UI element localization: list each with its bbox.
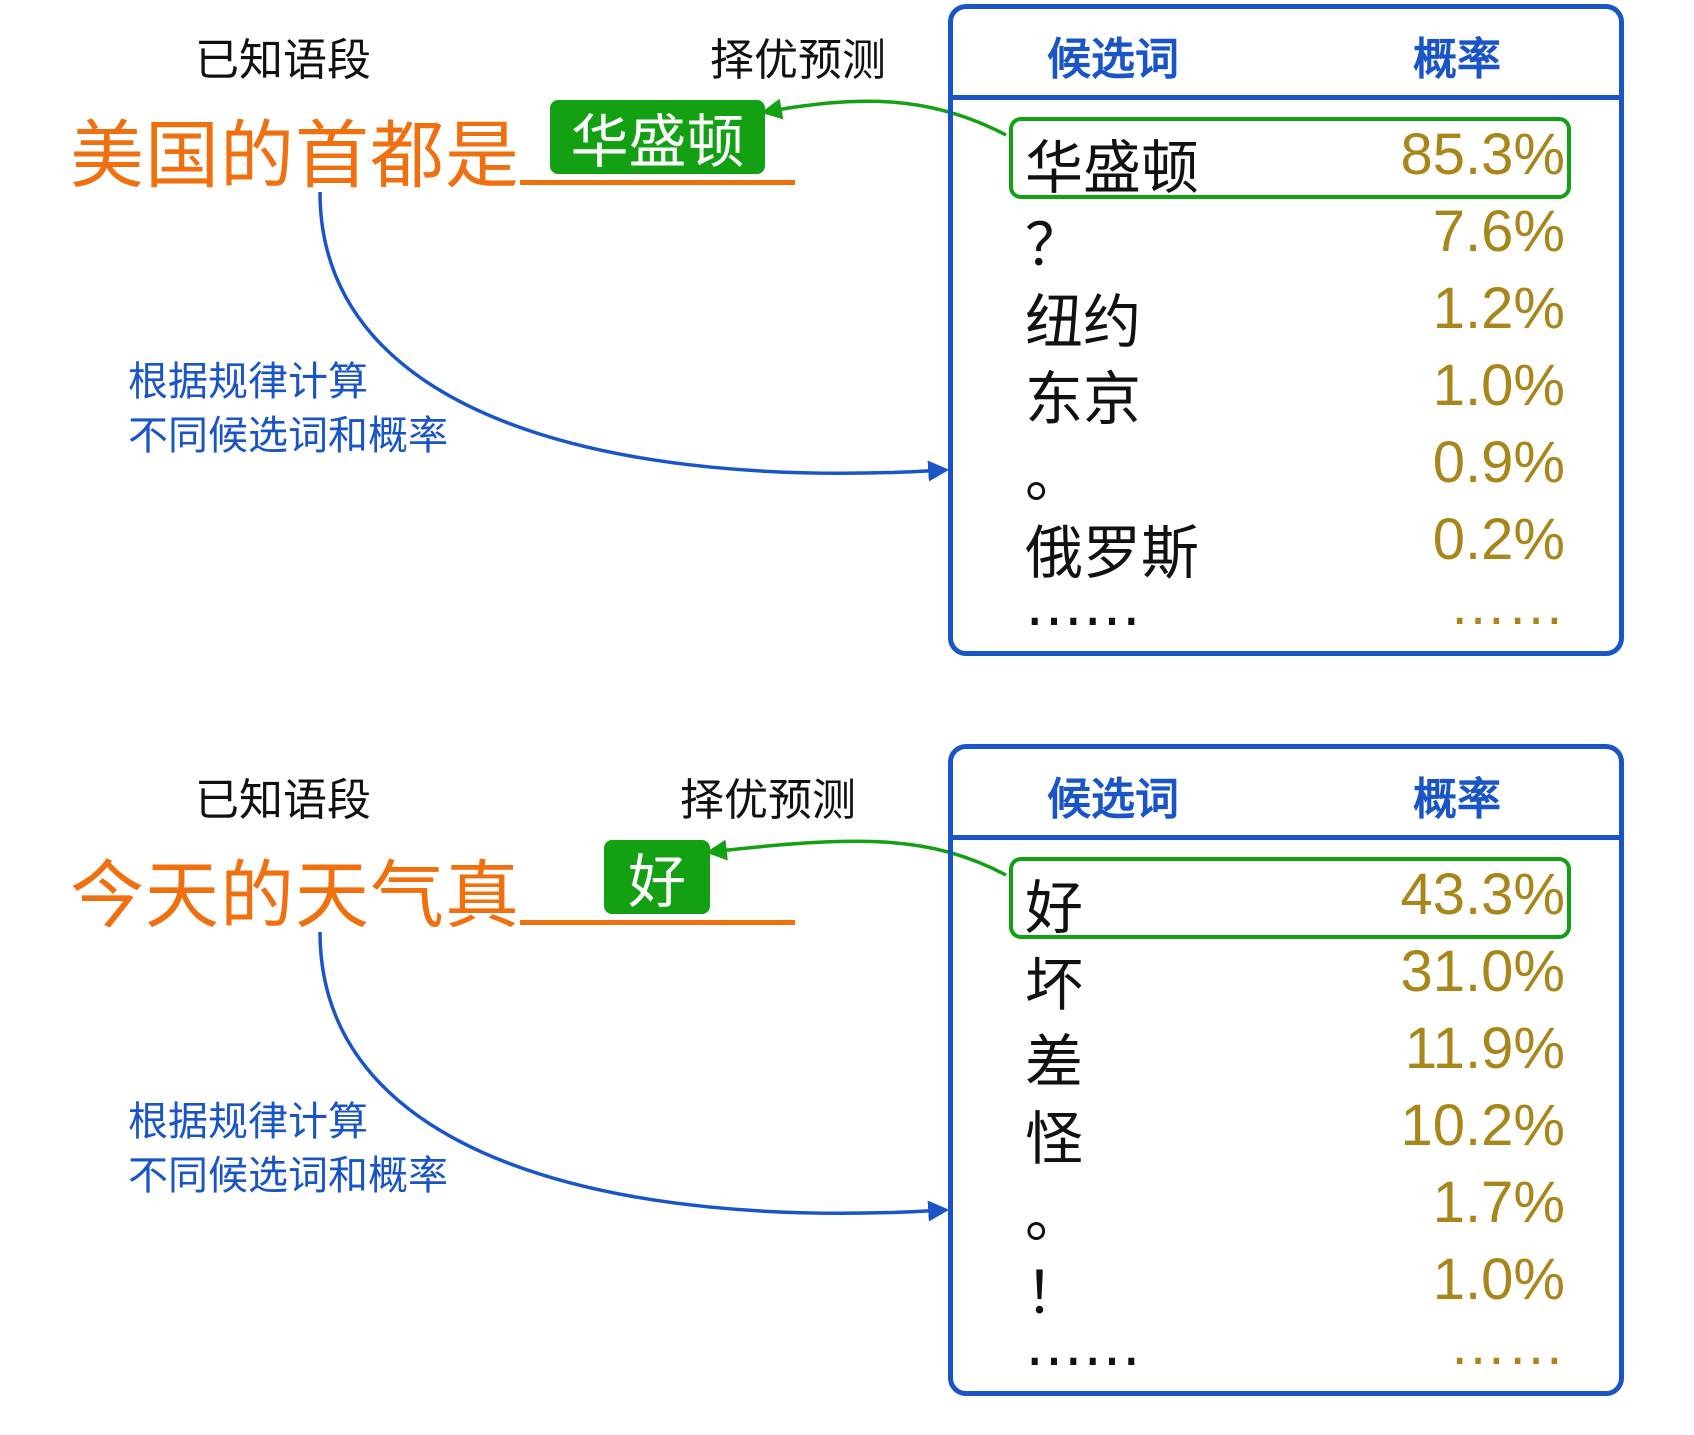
candidate-word: 差 [1025, 1028, 1084, 1096]
hint-line-2: 不同候选词和概率 [128, 1153, 448, 1199]
header-candidate-word: 候选词 [1047, 34, 1179, 85]
table-row: ！ 1.0% [1025, 1244, 1565, 1327]
candidate-word: ？ [1025, 211, 1084, 279]
blank-underline [520, 180, 795, 185]
candidate-word: 纽约 [1025, 288, 1142, 356]
selection-arrow [760, 98, 1007, 137]
example-panel-capital: 已知语段 择优预测 美国的首都是 华盛顿 根据规律计算 不同候选词和概率 候选词… [0, 0, 1694, 695]
candidate-prob: 7.6% [1432, 199, 1565, 264]
table-row: 。 0.9% [1025, 427, 1565, 510]
example-panel-weather: 已知语段 择优预测 今天的天气真 好 根据规律计算 不同候选词和概率 候选词 概… [0, 740, 1694, 1435]
compute-arrow [318, 191, 950, 482]
table-row: 差 11.9% [1025, 1013, 1565, 1096]
prompt-text: 美国的首都是 [70, 113, 520, 199]
candidate-prob: 1.7% [1432, 1170, 1565, 1235]
computation-hint: 根据规律计算 不同候选词和概率 [128, 1095, 448, 1203]
arrows-layer [318, 839, 1007, 1222]
header-probability: 概率 [1413, 774, 1501, 825]
compute-arrow [318, 931, 950, 1222]
candidate-prob: 0.2% [1432, 507, 1565, 572]
table-row: ？ 7.6% [1025, 196, 1565, 279]
known-segment-label: 已知语段 [195, 775, 371, 826]
candidate-word: 东京 [1025, 365, 1142, 433]
selection-arrow [705, 839, 1007, 877]
candidate-prob: 11.9% [1404, 1016, 1565, 1081]
table-header: 候选词 概率 [953, 749, 1619, 840]
header-probability: 概率 [1413, 34, 1501, 85]
table-row: …… …… [1025, 1309, 1565, 1385]
hint-line-2: 不同候选词和概率 [128, 413, 448, 459]
table-row: 东京 1.0% [1025, 350, 1565, 433]
blank-underline [520, 920, 795, 925]
prompt-text: 今天的天气真 [70, 853, 520, 939]
candidate-prob: 31.0% [1400, 939, 1565, 1004]
table-row: …… …… [1025, 569, 1565, 645]
table-row: 纽约 1.2% [1025, 273, 1565, 356]
candidate-prob: 1.0% [1432, 1247, 1565, 1312]
candidate-word: ！ [1025, 1259, 1084, 1327]
candidate-word: …… [1025, 1311, 1141, 1379]
table-header: 候选词 概率 [953, 9, 1619, 100]
best-prediction-label: 择优预测 [710, 35, 886, 86]
candidate-prob: 1.0% [1432, 353, 1565, 418]
predicted-word-badge: 好 [604, 840, 710, 916]
table-row: 华盛顿 85.3% [1025, 119, 1565, 202]
table-row: 好 43.3% [1025, 859, 1565, 942]
candidate-word: 华盛顿 [1025, 134, 1200, 202]
candidate-prob: 1.2% [1432, 276, 1565, 341]
hint-line-1: 根据规律计算 [128, 1099, 368, 1145]
candidate-prob: 0.9% [1432, 430, 1565, 495]
table-row: 怪 10.2% [1025, 1090, 1565, 1173]
table-row: 俄罗斯 0.2% [1025, 504, 1565, 587]
known-segment-label: 已知语段 [195, 35, 371, 86]
candidate-prob: …… [1449, 572, 1565, 637]
table-row: 坏 31.0% [1025, 936, 1565, 1019]
header-candidate-word: 候选词 [1047, 774, 1179, 825]
candidate-word: 好 [1025, 874, 1084, 942]
selected-row-highlight [1009, 857, 1571, 939]
candidate-prob: 43.3% [1400, 862, 1565, 927]
candidate-word: 怪 [1025, 1105, 1084, 1173]
candidate-word: 。 [1025, 442, 1084, 510]
hint-line-1: 根据规律计算 [128, 359, 368, 405]
table-row: 。 1.7% [1025, 1167, 1565, 1250]
candidate-word: …… [1025, 571, 1141, 639]
computation-hint: 根据规律计算 不同候选词和概率 [128, 355, 448, 463]
candidate-prob: 10.2% [1400, 1093, 1565, 1158]
candidate-word: 。 [1025, 1182, 1084, 1250]
arrows-layer [318, 98, 1007, 482]
candidate-table: 候选词 概率 华盛顿 85.3% ？ 7.6% 纽约 1.2% 东京 1.0% … [948, 4, 1624, 656]
candidate-table: 候选词 概率 好 43.3% 坏 31.0% 差 11.9% 怪 10.2% 。… [948, 744, 1624, 1396]
best-prediction-label: 择优预测 [680, 775, 856, 826]
candidate-prob: 85.3% [1400, 122, 1565, 187]
candidate-word: 坏 [1025, 951, 1084, 1019]
candidate-prob: …… [1449, 1312, 1565, 1377]
predicted-word-badge: 华盛顿 [550, 100, 765, 176]
selected-row-highlight [1009, 117, 1571, 199]
candidate-word: 俄罗斯 [1025, 519, 1200, 587]
